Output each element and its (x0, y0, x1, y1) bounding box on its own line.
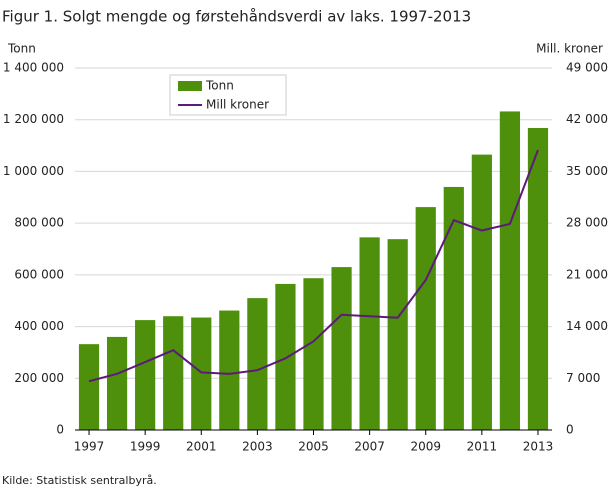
bar (303, 278, 324, 430)
y-tick-label: 600 000 (14, 267, 64, 281)
y-tick-label: 0 (56, 423, 64, 437)
y2-tick-label: 14 000 (566, 319, 608, 333)
y-tick-label: 400 000 (14, 319, 64, 333)
y2-axis-label: Mill. kroner (536, 42, 603, 56)
y2-tick-label: 7 000 (566, 371, 600, 385)
bar (499, 111, 521, 430)
x-tick-label: 2013 (523, 440, 554, 454)
y-tick-label: 1 400 000 (3, 61, 64, 75)
bar (247, 298, 268, 430)
source: Kilde: Statistisk sentralbyrå. (2, 474, 157, 487)
x-tick-label: 1997 (74, 440, 105, 454)
y-tick-label: 800 000 (14, 216, 64, 230)
bar (331, 267, 352, 430)
y-tick-label: 1 200 000 (3, 112, 64, 126)
x-tick-label: 2009 (410, 440, 441, 454)
bar (106, 336, 128, 430)
legend-label: Mill kroner (206, 98, 269, 112)
bar (527, 127, 549, 430)
bar (135, 320, 156, 430)
bar (359, 237, 380, 430)
bar (275, 283, 296, 430)
y2-tick-label: 42 000 (566, 112, 608, 126)
bar (443, 186, 464, 430)
y2-tick-label: 49 000 (566, 61, 608, 75)
x-tick-label: 2003 (242, 440, 273, 454)
chart-title: Figur 1. Solgt mengde og førstehåndsverd… (2, 8, 471, 26)
x-tick-label: 2001 (186, 440, 217, 454)
bar (387, 239, 408, 430)
y-axis-label: Tonn (7, 42, 36, 56)
y-tick-label: 200 000 (14, 371, 64, 385)
legend-label: Tonn (205, 79, 234, 93)
line (88, 149, 539, 383)
x-tick-label: 2007 (354, 440, 385, 454)
bar (219, 310, 240, 430)
legend-swatch (178, 81, 202, 91)
y2-tick-label: 28 000 (566, 216, 608, 230)
x-tick-label: 2005 (298, 440, 329, 454)
y-tick-label: 1 000 000 (3, 164, 64, 178)
bar (78, 344, 100, 430)
x-tick-label: 1999 (130, 440, 161, 454)
bar (191, 317, 212, 430)
y2-tick-label: 35 000 (566, 164, 608, 178)
bar (163, 316, 184, 430)
y2-tick-label: 0 (566, 423, 574, 437)
y2-tick-label: 21 000 (566, 267, 608, 281)
x-tick-label: 2011 (467, 440, 498, 454)
bar (415, 207, 436, 430)
bar (471, 154, 492, 430)
